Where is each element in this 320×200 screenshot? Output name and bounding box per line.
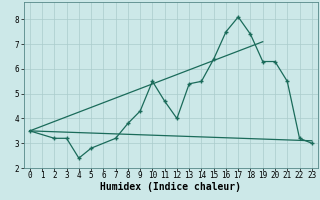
X-axis label: Humidex (Indice chaleur): Humidex (Indice chaleur) — [100, 182, 241, 192]
